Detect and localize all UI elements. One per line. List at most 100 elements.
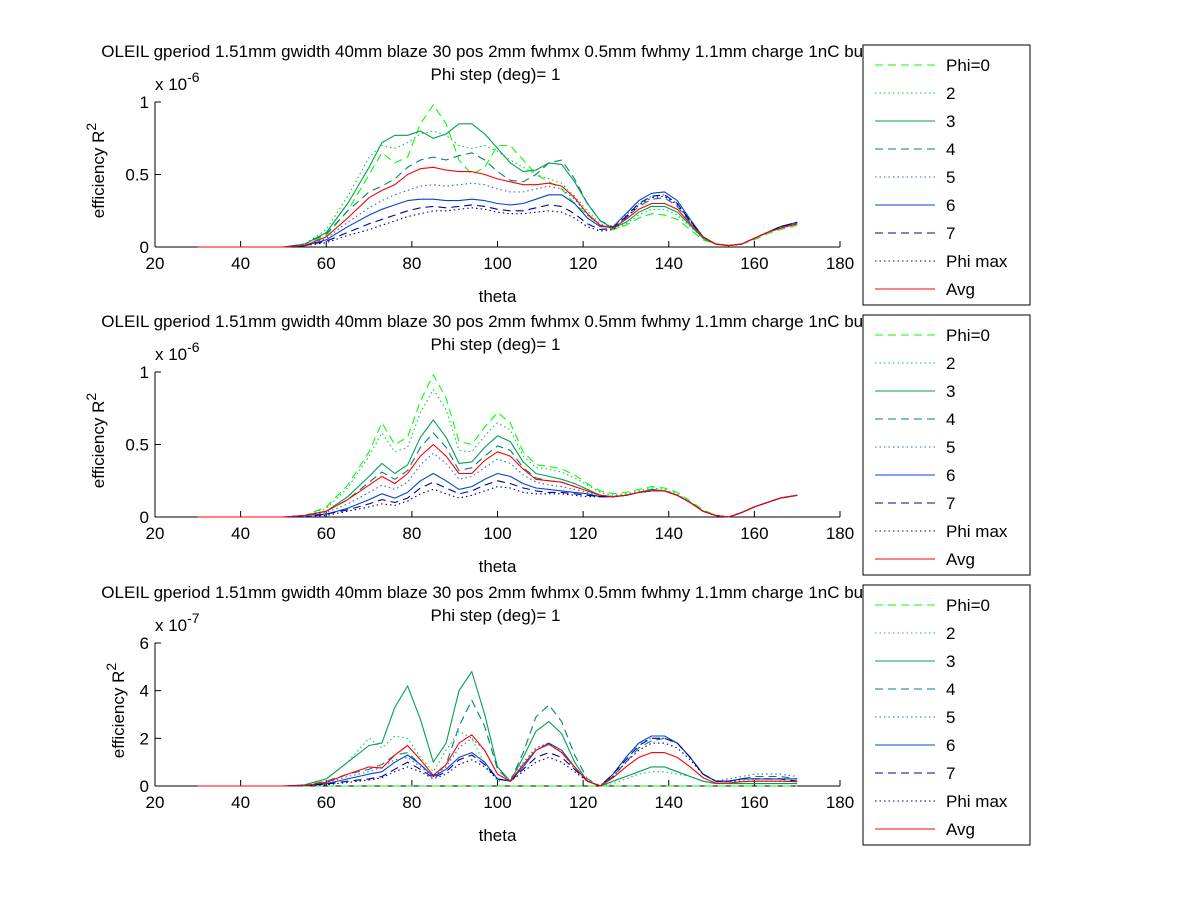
x-tick-label: 180 bbox=[826, 524, 854, 543]
legend-label: Phi max bbox=[946, 792, 1008, 811]
legend-label: 4 bbox=[946, 140, 955, 159]
y-tick-label: 2 bbox=[140, 729, 149, 748]
legend-label: 3 bbox=[946, 112, 955, 131]
legend-label: 2 bbox=[946, 354, 955, 373]
x-axis-label: theta bbox=[479, 287, 517, 306]
x-tick-label: 120 bbox=[569, 793, 597, 812]
legend-box bbox=[862, 314, 1031, 576]
y-axis-label: efficiency R2 bbox=[103, 663, 128, 759]
y-tick-label: 4 bbox=[140, 682, 149, 701]
series-group bbox=[197, 374, 798, 518]
legend-label: Phi max bbox=[946, 522, 1008, 541]
chart-subtitle: Phi step (deg)= 1 bbox=[431, 65, 561, 84]
x-tick-label: 20 bbox=[146, 524, 165, 543]
series-line-2 bbox=[197, 130, 798, 248]
x-tick-label: 80 bbox=[402, 793, 421, 812]
series-line-8 bbox=[197, 742, 798, 787]
y-tick-label: 6 bbox=[140, 634, 149, 653]
y-tick-label: 0 bbox=[140, 508, 149, 527]
x-tick-label: 60 bbox=[317, 254, 336, 273]
x-tick-label: 20 bbox=[146, 254, 165, 273]
series-line-7 bbox=[197, 737, 798, 787]
y-exponent-label: x 10-7 bbox=[155, 610, 200, 635]
x-tick-label: 100 bbox=[483, 793, 511, 812]
legend: Phi=0 2 3 4 5 6 7 Phi max Avg bbox=[862, 584, 1031, 846]
exponent-base: x 10 bbox=[155, 345, 187, 364]
legend-label: 3 bbox=[946, 652, 955, 671]
x-tick-label: 80 bbox=[402, 254, 421, 273]
legend-label: 6 bbox=[946, 466, 955, 485]
legend-label: 7 bbox=[946, 764, 955, 783]
legend-label: 4 bbox=[946, 680, 955, 699]
legend-label: 2 bbox=[946, 624, 955, 643]
x-tick-label: 40 bbox=[231, 793, 250, 812]
chart-subtitle: Phi step (deg)= 1 bbox=[431, 606, 561, 625]
y-tick-label: 0.5 bbox=[125, 166, 149, 185]
legend-label: Phi=0 bbox=[946, 596, 990, 615]
legend-label: 6 bbox=[946, 736, 955, 755]
x-tick-label: 60 bbox=[317, 524, 336, 543]
series-group bbox=[197, 671, 798, 787]
legend-box bbox=[862, 44, 1031, 306]
series-line-5 bbox=[197, 182, 798, 248]
exponent-power: -7 bbox=[187, 610, 200, 626]
x-tick-label: 140 bbox=[655, 254, 683, 273]
x-tick-label: 160 bbox=[740, 524, 768, 543]
x-tick-label: 140 bbox=[655, 524, 683, 543]
x-axis-label: theta bbox=[479, 557, 517, 576]
series-line-1 bbox=[197, 374, 798, 518]
legend-label: 7 bbox=[946, 224, 955, 243]
y-axis-label-main: efficiency R bbox=[89, 131, 108, 219]
y-axis-label-main: efficiency R bbox=[89, 401, 108, 489]
x-axis-label: theta bbox=[479, 826, 517, 845]
x-tick-label: 120 bbox=[569, 524, 597, 543]
series-line-7 bbox=[197, 194, 798, 248]
legend-label: 5 bbox=[946, 708, 955, 727]
legend-label: 5 bbox=[946, 438, 955, 457]
series-line-9 bbox=[197, 166, 798, 248]
x-tick-label: 80 bbox=[402, 524, 421, 543]
y-tick-label: 1 bbox=[140, 363, 149, 382]
y-tick-label: 1 bbox=[140, 93, 149, 112]
x-tick-label: 180 bbox=[826, 254, 854, 273]
x-tick-label: 100 bbox=[483, 524, 511, 543]
legend-label: Phi max bbox=[946, 252, 1008, 271]
chart-title: OLEIL gperiod 1.51mm gwidth 40mm blaze 3… bbox=[101, 42, 973, 61]
y-exponent-label: x 10-6 bbox=[155, 69, 200, 94]
legend-label: Phi=0 bbox=[946, 56, 990, 75]
x-tick-label: 140 bbox=[655, 793, 683, 812]
x-tick-label: 160 bbox=[740, 254, 768, 273]
exponent-power: -6 bbox=[187, 339, 200, 355]
series-line-2 bbox=[197, 730, 798, 787]
series-line-7 bbox=[197, 480, 798, 518]
exponent-base: x 10 bbox=[155, 75, 187, 94]
y-axis-label-sup: 2 bbox=[103, 663, 119, 671]
legend-label: 2 bbox=[946, 84, 955, 103]
series-line-9 bbox=[197, 734, 798, 787]
series-line-3 bbox=[197, 123, 798, 248]
y-tick-label: 0.5 bbox=[125, 436, 149, 455]
y-axis-label: efficiency R2 bbox=[83, 393, 108, 489]
exponent-power: -6 bbox=[187, 69, 200, 85]
chart-title: OLEIL gperiod 1.51mm gwidth 40mm blaze 3… bbox=[101, 312, 973, 331]
x-tick-label: 120 bbox=[569, 254, 597, 273]
series-line-1 bbox=[197, 104, 798, 248]
y-tick-label: 0 bbox=[140, 777, 149, 796]
subplot-2: 20 40 60 80 100 120 140 160 180 0 0.5 1 x 10-6 OLEIL … bbox=[83, 312, 1031, 576]
legend: Phi=0 2 3 4 5 6 7 Phi max Avg bbox=[862, 44, 1031, 306]
series-line-4 bbox=[197, 152, 798, 248]
legend-label: 4 bbox=[946, 410, 955, 429]
legend: Phi=0 2 3 4 5 6 7 Phi max Avg bbox=[862, 314, 1031, 576]
legend-label: Avg bbox=[946, 820, 975, 839]
legend-label: 7 bbox=[946, 494, 955, 513]
subplot-3: 20 40 60 80 100 120 140 160 180 0 2 4 6 x 10-7 OLEIL g… bbox=[101, 583, 1031, 846]
x-tick-label: 20 bbox=[146, 793, 165, 812]
x-tick-label: 60 bbox=[317, 793, 336, 812]
series-line-3 bbox=[197, 671, 798, 787]
x-tick-label: 180 bbox=[826, 793, 854, 812]
chart-subtitle: Phi step (deg)= 1 bbox=[431, 335, 561, 354]
x-tick-label: 40 bbox=[231, 524, 250, 543]
x-tick-label: 100 bbox=[483, 254, 511, 273]
y-axis-label: efficiency R2 bbox=[83, 123, 108, 219]
